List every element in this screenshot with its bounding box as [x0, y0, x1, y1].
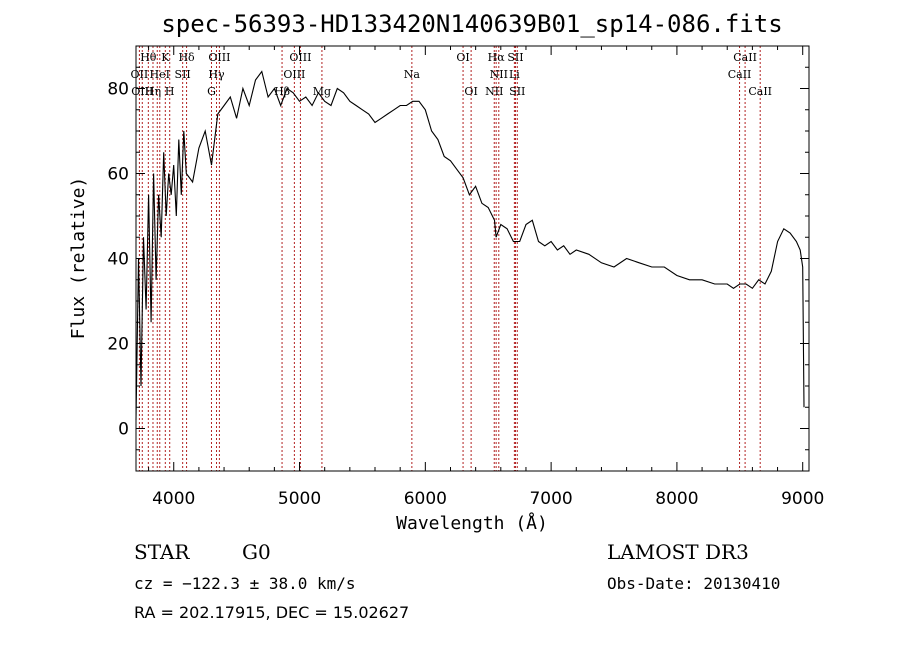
plot-frame [135, 45, 810, 472]
line-label-15: NII [490, 68, 508, 81]
x-tick-label-3: 7000 [529, 489, 572, 509]
line-label-5: OI [456, 51, 469, 64]
line-label-23: Mg [313, 85, 331, 98]
obs-date: Obs-Date: 20130410 [607, 574, 781, 593]
object-class: STAR [134, 540, 190, 564]
y-tick-label-2: 40 [107, 250, 129, 270]
line-label-12: Hγ [208, 68, 225, 81]
line-label-10: HeI [150, 68, 170, 81]
line-label-25: NII [485, 85, 503, 98]
spectral-line-markers [138, 46, 761, 471]
y-tick-label-1: 20 [107, 335, 129, 355]
survey-name: LAMOST DR3 [607, 540, 749, 564]
line-label-21: G [207, 85, 216, 98]
line-label-13: OIII [283, 68, 305, 81]
y-axis-label: Flux (relative) [68, 177, 89, 340]
line-label-7: SII [507, 51, 523, 64]
line-label-26: SII [509, 85, 525, 98]
coordinates: RA = 202.17915, DEC = 15.02627 [134, 603, 410, 622]
velocity-readout: cz = −122.3 ± 38.0 km/s [134, 574, 356, 593]
line-label-9: OII [131, 68, 149, 81]
spectrum-series-line [135, 70, 805, 421]
line-label-20: H [165, 85, 175, 98]
x-tick-label-5: 9000 [781, 489, 824, 509]
line-label-8: CaII [733, 51, 757, 64]
line-label-1: K [161, 51, 170, 64]
line-label-2: Hδ [178, 51, 195, 64]
line-label-0: Hθ [140, 51, 157, 64]
y-tick-label-0: 0 [118, 420, 129, 440]
line-label-4: OIII [289, 51, 311, 64]
line-label-22: Hβ [274, 85, 290, 98]
chart-title: spec-56393-HD133420N140639B01_sp14-086.f… [161, 10, 782, 38]
line-label-16: Li [509, 68, 520, 81]
x-tick-label-2: 6000 [404, 489, 447, 509]
line-label-14: Na [404, 68, 421, 81]
line-label-27: CaII [748, 85, 772, 98]
x-tick-label-1: 5000 [278, 489, 321, 509]
line-label-17: CaII [728, 68, 752, 81]
x-axis-label: Wavelength (Å) [396, 512, 548, 534]
axis-ticks: 4000 5000 6000 7000 8000 9000 0 20 40 60 80 [107, 46, 824, 509]
line-label-6: Hα [488, 51, 506, 64]
y-tick-label-3: 60 [107, 165, 129, 185]
line-label-11: SII [175, 68, 191, 81]
y-tick-label-4: 80 [107, 80, 129, 100]
line-label-24: OI [464, 85, 477, 98]
x-tick-label-4: 8000 [655, 489, 698, 509]
line-label-3: OIII [208, 51, 230, 64]
x-tick-label-0: 4000 [152, 489, 195, 509]
line-label-19: Hη [145, 85, 161, 98]
subclass: G0 [242, 540, 271, 564]
